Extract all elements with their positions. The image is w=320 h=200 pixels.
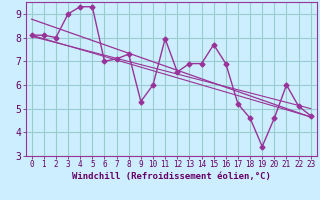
X-axis label: Windchill (Refroidissement éolien,°C): Windchill (Refroidissement éolien,°C) [72,172,271,181]
